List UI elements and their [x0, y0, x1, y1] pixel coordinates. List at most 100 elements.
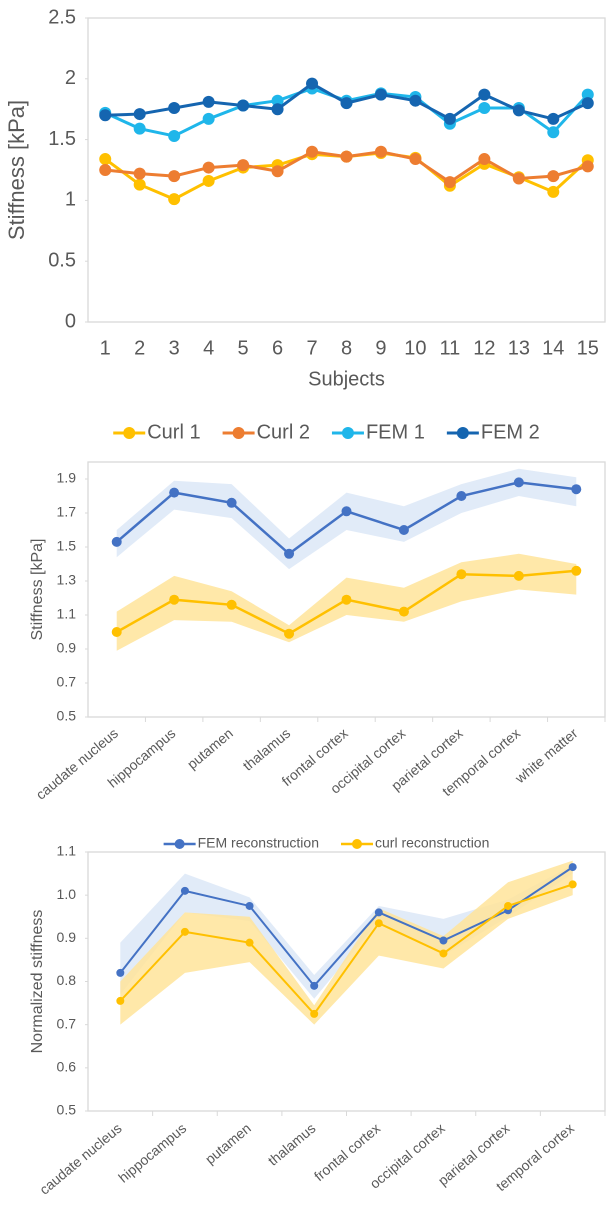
- data-point: [478, 153, 491, 166]
- data-point: [271, 103, 284, 116]
- y-tick-label: 1.1: [57, 843, 77, 859]
- series-line: [119, 883, 574, 1016]
- x-tick-label: putamen: [202, 1120, 254, 1167]
- data-point: [341, 594, 352, 605]
- y-tick-label: 1.0: [57, 886, 77, 902]
- data-point: [443, 176, 456, 189]
- data-point: [133, 108, 146, 121]
- x-tick-label: 3: [169, 337, 180, 359]
- y-tick-label: 0.7: [57, 1015, 77, 1031]
- data-point: [99, 109, 112, 122]
- y-tick-label: 0.9: [57, 640, 77, 656]
- data-point: [547, 185, 560, 198]
- data-point: [237, 159, 250, 172]
- data-point: [513, 477, 524, 488]
- y-tick-label: 0.8: [57, 972, 77, 988]
- error-band: [120, 864, 573, 999]
- y-tick-label: 0.9: [57, 929, 77, 945]
- x-tick-label: 11: [440, 337, 461, 359]
- legend-marker: [123, 427, 136, 439]
- x-tick-label: 10: [404, 337, 426, 359]
- x-tick-label: caudate nucleus: [33, 725, 121, 803]
- data-point: [99, 164, 112, 176]
- data-point: [202, 161, 215, 174]
- legend-label: FEM reconstruction: [198, 835, 319, 851]
- data-point: [237, 99, 250, 112]
- data-point: [169, 487, 180, 498]
- x-tick-label: 4: [203, 337, 214, 359]
- data-point: [133, 167, 146, 180]
- data-point: [226, 599, 237, 610]
- x-tick-label: thalamus: [265, 1120, 319, 1169]
- data-point: [341, 506, 352, 517]
- y-tick-label: 0.7: [57, 674, 77, 690]
- legend-marker: [232, 427, 245, 439]
- data-point: [547, 170, 560, 183]
- data-point: [581, 97, 594, 110]
- x-tick-label: white matter: [511, 725, 581, 787]
- data-point: [456, 569, 467, 580]
- data-point: [168, 193, 181, 206]
- data-point: [306, 77, 319, 90]
- y-tick-label: 0.5: [57, 1102, 77, 1118]
- x-tick-label: 13: [508, 337, 530, 359]
- x-tick-label: putamen: [184, 725, 236, 772]
- data-point: [547, 126, 560, 139]
- data-point: [443, 112, 456, 125]
- data-point: [133, 122, 146, 135]
- x-axis-title: Subjects: [308, 368, 385, 390]
- data-point: [504, 901, 513, 910]
- data-point: [245, 901, 254, 910]
- data-point: [374, 919, 383, 928]
- x-tick-label: 12: [473, 337, 495, 359]
- data-point: [271, 94, 284, 107]
- data-point: [202, 174, 215, 187]
- data-point: [374, 88, 387, 101]
- data-point: [571, 484, 582, 495]
- x-tick-label: thalamus: [240, 725, 294, 774]
- data-point: [202, 95, 215, 108]
- data-point: [180, 886, 189, 895]
- x-tick-label: caudate nucleus: [36, 1120, 124, 1198]
- data-point: [478, 101, 491, 114]
- data-point: [512, 172, 525, 185]
- data-point: [169, 594, 180, 605]
- data-point: [547, 112, 560, 125]
- data-point: [581, 88, 594, 101]
- legend-marker: [341, 427, 354, 439]
- legend-label: FEM 2: [481, 421, 540, 443]
- data-point: [478, 88, 491, 101]
- legend: FEM reconstruction curl reconstruction: [163, 835, 489, 851]
- data-point: [284, 628, 295, 639]
- x-tick-label: 1: [100, 337, 111, 359]
- data-point: [374, 145, 387, 158]
- data-point: [226, 497, 237, 508]
- y-tick-label: 2.5: [48, 6, 76, 28]
- series-line: [119, 866, 574, 988]
- data-point: [168, 101, 181, 114]
- x-tick-label: 6: [272, 337, 283, 359]
- data-point: [245, 938, 254, 947]
- x-tick-label: 9: [375, 337, 386, 359]
- data-point: [571, 565, 582, 576]
- data-point: [116, 968, 125, 977]
- data-point: [116, 996, 125, 1005]
- y-axis-title: Normalized stiffness: [29, 910, 46, 1054]
- legend-label: Curl 1: [147, 421, 200, 443]
- data-point: [340, 97, 353, 110]
- y-tick-label: 0: [65, 310, 76, 332]
- data-point: [513, 570, 524, 581]
- data-point: [310, 981, 319, 990]
- error-band: [120, 860, 573, 1025]
- data-point: [168, 170, 181, 183]
- x-tick-label: 14: [542, 337, 564, 359]
- data-point: [310, 1009, 319, 1018]
- data-point: [398, 525, 409, 535]
- legend: Curl 1 Curl 2 FEM 1 FEM 2: [113, 421, 540, 443]
- data-point: [439, 936, 448, 945]
- y-tick-label: 1.7: [57, 504, 77, 520]
- x-tick-label: hippocampus: [115, 1120, 189, 1186]
- plot-border: [87, 461, 606, 718]
- data-point: [133, 178, 146, 191]
- plot-border: [87, 17, 606, 323]
